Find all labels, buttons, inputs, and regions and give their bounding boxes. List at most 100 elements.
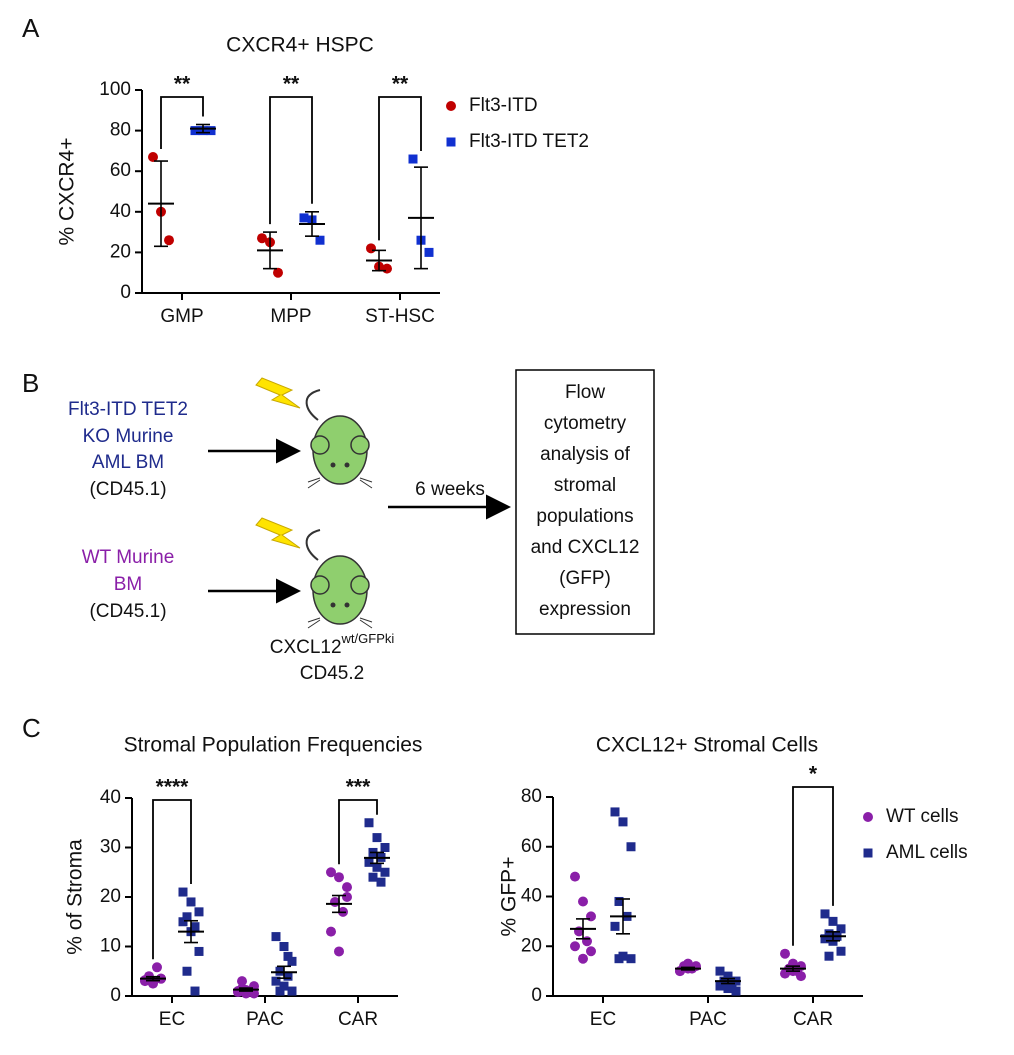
genotype: wt/GFPki	[341, 631, 395, 646]
error-bar	[576, 918, 590, 940]
y-tick-label: 10	[100, 936, 121, 957]
donor-note: (CD45.1)	[89, 601, 166, 622]
y-tick-label: 80	[521, 786, 542, 807]
data-point	[382, 263, 392, 274]
data-point	[194, 946, 204, 956]
error-bar	[721, 977, 735, 985]
box-text: cytometry	[544, 413, 627, 434]
legend-marker	[863, 812, 873, 822]
y-tick-label: 40	[521, 886, 542, 907]
error-bar	[239, 987, 253, 992]
y-tick-label: 0	[531, 985, 542, 1006]
data-point	[372, 833, 382, 843]
data-point	[824, 951, 834, 961]
box-text: populations	[536, 506, 633, 527]
significance-label: ****	[156, 776, 190, 799]
data-point	[190, 986, 200, 996]
data-point	[152, 962, 162, 973]
data-point	[578, 953, 588, 964]
data-point	[279, 981, 289, 991]
data-point	[368, 872, 378, 882]
significance-label: **	[174, 73, 191, 96]
data-point	[206, 126, 216, 136]
error-bar	[616, 898, 630, 935]
error-bar	[681, 966, 695, 971]
data-point	[796, 971, 806, 982]
significance-bracket	[792, 786, 834, 946]
data-point	[178, 887, 188, 897]
data-point	[715, 981, 725, 991]
x-tick-label: EC	[590, 1009, 616, 1030]
legend-label: Flt3-ITD	[469, 95, 538, 116]
y-axis-label: % CXCR4+	[56, 138, 79, 246]
error-bar	[786, 965, 800, 972]
x-tick-label: ST-HSC	[365, 306, 435, 327]
data-point	[618, 817, 628, 827]
data-point	[780, 948, 790, 959]
data-point	[178, 917, 188, 927]
x-tick-label: EC	[159, 1009, 185, 1030]
data-point	[408, 154, 418, 164]
data-point	[271, 976, 281, 986]
error-bar	[305, 211, 319, 237]
chart-title: Stromal Population Frequencies	[124, 734, 423, 757]
donor-text: KO Murine	[83, 426, 174, 447]
analysis-box	[515, 369, 655, 635]
data-point	[820, 934, 830, 944]
panel-label: B	[22, 368, 39, 398]
data-point	[570, 941, 580, 952]
data-point	[271, 932, 281, 942]
data-point	[380, 843, 390, 852]
legend-label: Flt3-ITD TET2	[469, 131, 589, 152]
x-tick-label: PAC	[689, 1009, 727, 1030]
x-tick-label: PAC	[246, 1009, 284, 1030]
data-point	[164, 235, 174, 246]
x-tick-label: CAR	[793, 1009, 833, 1030]
lightning	[255, 377, 301, 549]
x-tick-label: GMP	[160, 306, 203, 327]
error-bar	[263, 231, 277, 270]
legend-label: AML cells	[886, 842, 968, 863]
data-point	[326, 926, 336, 937]
data-point	[326, 867, 336, 878]
data-point	[287, 956, 297, 966]
data-point	[273, 267, 283, 278]
box-text: (GFP)	[559, 568, 611, 589]
significance-bracket	[378, 96, 422, 241]
error-bar	[146, 975, 160, 982]
arrow-label: 6 weeks	[415, 479, 485, 500]
donor-text: Flt3-ITD TET2	[68, 399, 188, 420]
significance-bracket	[338, 799, 378, 865]
data-point	[836, 924, 846, 934]
significance-label: **	[392, 73, 409, 96]
y-tick-label: 30	[100, 837, 121, 858]
y-tick-label: 0	[120, 282, 131, 303]
chart-title: CXCR4+ HSPC	[226, 34, 374, 57]
data-point	[836, 946, 846, 956]
data-point	[334, 872, 344, 883]
error-bar	[826, 931, 840, 942]
recipient-marker: CD45.2	[300, 663, 364, 684]
error-bar	[332, 894, 346, 914]
donor-text: WT Murine	[82, 547, 175, 568]
box-text: stromal	[554, 475, 616, 496]
data-point	[828, 916, 838, 926]
data-point	[342, 892, 352, 902]
data-point	[683, 958, 693, 969]
data-point	[257, 233, 267, 244]
significance-bracket	[152, 799, 192, 960]
data-point	[279, 942, 289, 951]
y-tick-label: 0	[110, 985, 121, 1006]
recipient-label: CXCL12wt/GFPki	[270, 631, 395, 658]
data-point	[334, 946, 344, 957]
data-point	[586, 946, 596, 957]
data-point	[364, 857, 374, 867]
x-tick-label: CAR	[338, 1009, 378, 1030]
y-tick-label: 40	[110, 201, 131, 222]
panel-label: C	[22, 713, 41, 743]
error-bar	[277, 965, 291, 979]
y-axis-label: % GFP+	[498, 857, 521, 937]
data-point	[578, 896, 588, 907]
x-tick-label: MPP	[270, 306, 311, 327]
